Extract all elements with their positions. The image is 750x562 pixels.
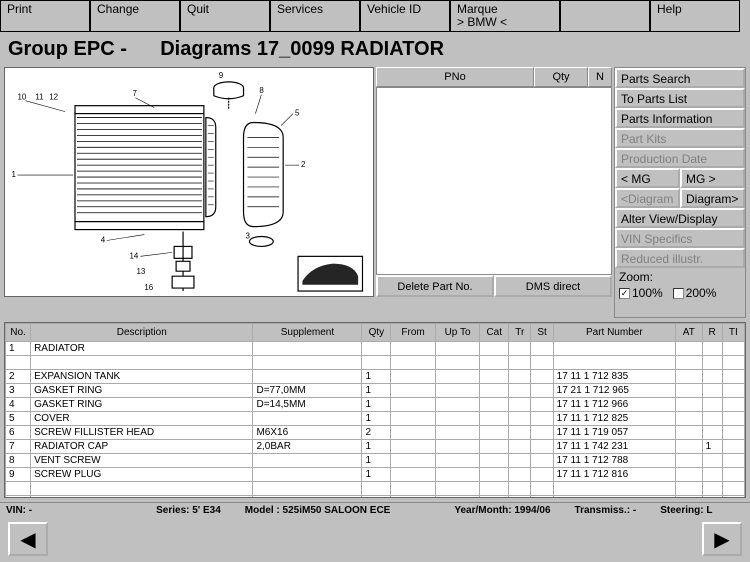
svg-text:14: 14 — [130, 251, 139, 260]
nav-bar: ◀ ▶ — [0, 518, 750, 562]
table-row[interactable]: 6SCREW FILLISTER HEADM6X16217 11 1 719 0… — [6, 426, 745, 440]
svg-text:16: 16 — [144, 283, 153, 292]
svg-text:4: 4 — [101, 235, 106, 244]
diagram-next-button[interactable]: Diagram> — [680, 188, 745, 208]
status-year: Year/Month: 1994/06 — [454, 505, 550, 516]
zoom-200-checkbox[interactable]: 200% — [673, 286, 717, 300]
production-date-button: Production Date — [615, 148, 745, 168]
svg-text:13: 13 — [136, 267, 145, 276]
table-row[interactable]: FOR VEHICLES WITH — [6, 496, 745, 499]
to-parts-list-button[interactable]: To Parts List — [615, 88, 745, 108]
mg-next-button[interactable]: MG > — [680, 168, 745, 188]
table-row[interactable]: 7RADIATOR CAP2,0BAR117 11 1 742 2311 — [6, 440, 745, 454]
dms-direct-button[interactable]: DMS direct — [494, 275, 612, 297]
status-transmiss: Transmiss.: - — [575, 505, 637, 516]
parts-table[interactable]: No.DescriptionSupplementQtyFromUp ToCatT… — [4, 322, 746, 498]
svg-text:11: 11 — [35, 93, 44, 102]
svg-text:3: 3 — [246, 232, 251, 241]
menu-help[interactable]: Help — [650, 0, 740, 32]
diagram-illustration[interactable]: 10 11 12 7 9 8 5 2 3 1 4 14 13 16 — [4, 67, 374, 297]
zoom-label: Zoom: — [615, 268, 745, 286]
partlist-col-qty: Qty — [534, 67, 588, 87]
svg-text:1: 1 — [12, 170, 17, 179]
nav-next-button[interactable]: ▶ — [702, 522, 742, 556]
svg-text:8: 8 — [259, 86, 264, 95]
nav-prev-button[interactable]: ◀ — [8, 522, 48, 556]
table-row[interactable] — [6, 356, 745, 370]
table-row[interactable]: 1RADIATOR — [6, 342, 745, 356]
status-bar: VIN: - Series: 5' E34 Model : 525iM50 SA… — [0, 502, 750, 518]
vin-specifics-button: VIN Specifics — [615, 228, 745, 248]
menu-print[interactable]: Print — [0, 0, 90, 32]
menu-services[interactable]: Services — [270, 0, 360, 32]
part-kits-button: Part Kits — [615, 128, 745, 148]
table-row[interactable]: 5COVER117 11 1 712 825 — [6, 412, 745, 426]
diagram-prev-button: <Diagram — [615, 188, 680, 208]
table-row[interactable]: 8VENT SCREW117 11 1 712 788 — [6, 454, 745, 468]
svg-text:2: 2 — [301, 160, 305, 169]
partlist-col-n: N — [588, 67, 612, 87]
zoom-100-checkbox[interactable]: ✓100% — [619, 286, 663, 300]
menu-change[interactable]: Change — [90, 0, 180, 32]
arrow-right-icon: ▶ — [714, 527, 729, 552]
table-row[interactable]: 4GASKET RINGD=14,5MM117 11 1 712 966 — [6, 398, 745, 412]
status-series: Series: 5' E34 — [156, 505, 221, 516]
svg-text:7: 7 — [132, 89, 136, 98]
reduced-illustr-button: Reduced illustr. — [615, 248, 745, 268]
table-row[interactable]: 2EXPANSION TANK117 11 1 712 835 — [6, 370, 745, 384]
side-panel: Parts Search To Parts List Parts Informa… — [614, 67, 746, 318]
menu-vehicle-id[interactable]: Vehicle ID — [360, 0, 450, 32]
status-steering: Steering: L — [660, 505, 712, 516]
svg-text:10: 10 — [18, 93, 27, 102]
table-row[interactable]: 3GASKET RINGD=77,0MM117 21 1 712 965 — [6, 384, 745, 398]
menu-quit[interactable]: Quit — [180, 0, 270, 32]
menu-marque[interactable]: Marque > BMW < — [450, 0, 560, 32]
mg-prev-button[interactable]: < MG — [615, 168, 680, 188]
table-row[interactable] — [6, 482, 745, 496]
partlist-body[interactable] — [376, 87, 612, 275]
partlist-panel: PNo Qty N Delete Part No. DMS direct — [376, 67, 612, 297]
svg-text:9: 9 — [219, 71, 224, 80]
parts-information-button[interactable]: Parts Information — [615, 108, 745, 128]
svg-text:12: 12 — [49, 93, 58, 102]
delete-part-button[interactable]: Delete Part No. — [376, 275, 494, 297]
alter-view-button[interactable]: Alter View/Display — [615, 208, 745, 228]
status-vin: VIN: - — [6, 505, 32, 516]
parts-search-button[interactable]: Parts Search — [615, 68, 745, 88]
status-model: Model : 525iM50 SALOON ECE — [245, 505, 391, 516]
svg-text:5: 5 — [295, 109, 300, 118]
table-row[interactable]: 9SCREW PLUG117 11 1 712 816 — [6, 468, 745, 482]
page-title: Group EPC - Diagrams 17_0099 RADIATOR — [0, 32, 750, 67]
menu-blank — [560, 0, 650, 32]
arrow-left-icon: ◀ — [20, 527, 35, 552]
partlist-col-pno: PNo — [376, 67, 534, 87]
menubar: Print Change Quit Services Vehicle ID Ma… — [0, 0, 750, 32]
